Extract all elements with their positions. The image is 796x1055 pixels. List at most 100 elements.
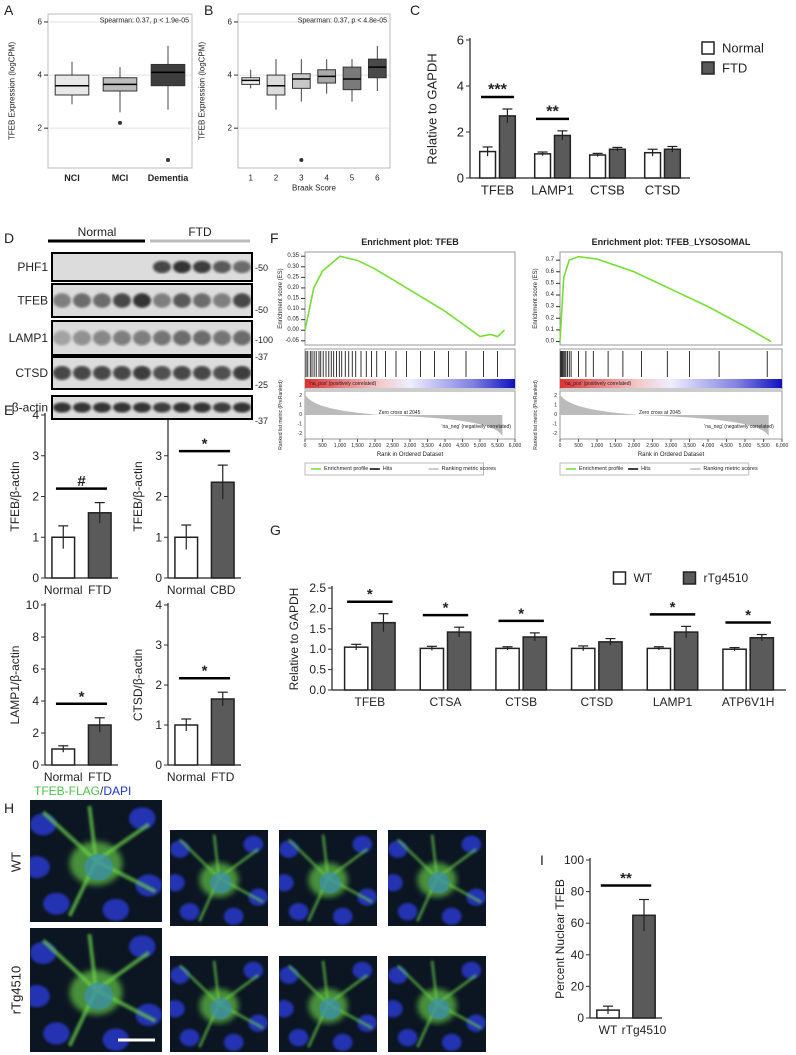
bar xyxy=(495,647,520,691)
x-tick-label: 5,000 xyxy=(474,443,487,449)
blot-band xyxy=(53,365,71,381)
group-label: FTD xyxy=(188,225,212,239)
nucleus xyxy=(388,840,408,858)
micrograph-content xyxy=(170,960,268,1052)
blot-band xyxy=(93,293,111,308)
x-tick-label: 2 xyxy=(274,174,279,183)
mw-marker: -25 xyxy=(255,380,268,390)
legend-label: rTg4510 xyxy=(703,571,748,585)
blot-row-label: CTSD xyxy=(15,366,48,380)
x-tick-label: TFEB xyxy=(354,695,385,709)
blot-band xyxy=(233,365,251,381)
x-tick-label: 3,500 xyxy=(683,443,696,449)
nucleus xyxy=(397,902,418,921)
blot-band xyxy=(193,402,211,413)
chart-title: Spearman: 0.37, p < 1.9e-05 xyxy=(100,18,189,25)
x-tick-label: Normal xyxy=(44,770,83,784)
legend-swatch xyxy=(612,571,627,585)
metric-tick-label: 2 xyxy=(299,393,302,399)
legend-label: Hits xyxy=(383,466,393,472)
nucleus xyxy=(129,807,156,830)
bar xyxy=(608,148,627,179)
bar xyxy=(210,698,235,766)
x-tick-label: 1 xyxy=(248,174,253,183)
nucleus xyxy=(243,961,264,980)
blot-band xyxy=(73,402,91,413)
x-tick-label: CTSD xyxy=(645,183,680,198)
y-axis-label: Relative to GAPDH xyxy=(425,53,440,164)
blot-band xyxy=(233,293,251,308)
mw-marker: -100 xyxy=(255,335,273,345)
box xyxy=(150,63,186,87)
blot-row-label: β-actin xyxy=(12,401,48,415)
bar xyxy=(646,647,672,691)
bar xyxy=(588,154,607,179)
y-axis-label: TFEB/β-actin xyxy=(8,461,22,531)
es-frame xyxy=(559,251,783,346)
bar xyxy=(533,153,552,179)
nucleus xyxy=(461,961,482,980)
x-tick-label: CTSD xyxy=(580,695,613,709)
y-tick-label: 0.0 xyxy=(309,683,326,697)
y-tick-label: 1 xyxy=(155,718,162,732)
nucleus xyxy=(319,872,341,894)
x-tick-label: 3,000 xyxy=(404,443,417,449)
blot-band xyxy=(153,260,171,274)
chart-title: Spearman: 0.37, p < 4.8e-05 xyxy=(298,18,387,25)
x-tick-label: FTD xyxy=(88,583,112,597)
x-tick-label: 500 xyxy=(318,443,327,449)
micrograph-content xyxy=(279,834,377,926)
x-tick-label: CTSB xyxy=(505,695,537,709)
bar xyxy=(673,631,699,691)
annotation: 'na_pos' (positively correlated) xyxy=(309,381,377,387)
micrograph-content xyxy=(388,834,486,926)
blot-band xyxy=(53,330,71,346)
metric-tick-label: 1 xyxy=(554,402,557,408)
nucleus xyxy=(428,998,450,1020)
y-tick-label: 0.7 xyxy=(546,257,555,263)
x-tick-label: LAMP1 xyxy=(653,695,693,709)
stain-name: DAPI xyxy=(103,784,131,798)
x-tick-label: 4,000 xyxy=(439,443,452,449)
bar xyxy=(749,637,775,691)
micrograph-content xyxy=(279,960,377,1052)
blot-band xyxy=(133,365,151,381)
panel-letter: G xyxy=(270,522,281,538)
blot-band xyxy=(93,330,111,346)
row-label: WT xyxy=(9,852,24,872)
metric-tick-label: 1 xyxy=(299,402,302,408)
metric-tick-label: -2 xyxy=(553,431,558,437)
x-tick-label: FTD xyxy=(211,770,235,784)
blot-band xyxy=(193,260,211,274)
annotation: 'na_pos' (positively correlated) xyxy=(564,381,632,387)
significance-label: ** xyxy=(546,103,559,120)
x-tick-label: CTSA xyxy=(429,695,461,709)
bar xyxy=(343,646,369,691)
y-tick-label: 2 xyxy=(32,490,39,504)
blot-band xyxy=(193,330,211,346)
y-tick-label: 4 xyxy=(32,408,39,422)
y-tick-label: 0 xyxy=(32,758,39,772)
blot-band xyxy=(153,293,171,308)
blot-band xyxy=(233,402,251,413)
y-axis-label: Relative to GAPDH xyxy=(287,588,301,691)
y-tick-label: 60 xyxy=(571,916,585,930)
nucleus xyxy=(466,888,486,906)
nucleus xyxy=(279,840,299,858)
nucleus xyxy=(179,1028,200,1047)
y-tick-label: 0 xyxy=(32,571,39,585)
bar xyxy=(643,151,662,179)
bar xyxy=(371,621,396,691)
y-tick-label: 4 xyxy=(457,79,464,94)
blot-band xyxy=(233,260,251,274)
significance-label: * xyxy=(745,607,751,624)
panel-letter: I xyxy=(540,852,544,868)
es-curve xyxy=(559,255,772,343)
blot-band xyxy=(133,293,151,308)
mw-marker: -37 xyxy=(255,416,268,426)
panel-letter: A xyxy=(4,2,14,18)
rank-gradient xyxy=(560,379,782,388)
nucleus xyxy=(223,907,244,926)
nucleus xyxy=(170,874,185,892)
y-tick-label: 1 xyxy=(32,530,39,544)
